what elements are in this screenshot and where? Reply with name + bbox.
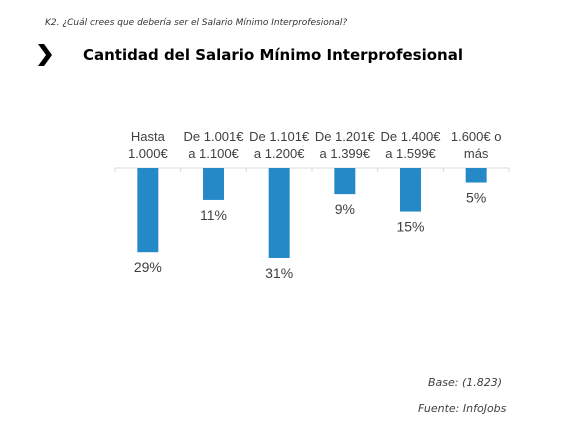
bar — [203, 168, 224, 200]
category-label: 1.600€ o más — [451, 129, 502, 161]
bar — [400, 168, 421, 212]
data-label: 31% — [265, 265, 293, 281]
data-label: 29% — [134, 259, 162, 275]
chevron-right-icon — [38, 44, 52, 66]
bar — [137, 168, 159, 253]
category-label: Hasta 1.000€ — [128, 129, 169, 161]
data-label: 15% — [396, 219, 424, 235]
question-text: K2. ¿Cuál crees que debería ser el Salar… — [45, 18, 348, 28]
category-label: De 1.001€ a 1.100€ — [184, 129, 245, 161]
bar — [268, 168, 290, 258]
category-label: De 1.400€ a 1.599€ — [381, 129, 442, 161]
bar — [334, 168, 356, 195]
chart-title: Cantidad del Salario Mínimo Interprofesi… — [83, 46, 463, 64]
category-label: De 1.201€ a 1.399€ — [315, 129, 376, 161]
category-label: De 1.101€ a 1.200€ — [249, 129, 310, 161]
base-note: Base: (1.823) — [428, 376, 503, 389]
data-label: 5% — [466, 190, 486, 206]
bar — [465, 168, 487, 183]
source-note: Fuente: InfoJobs — [418, 402, 507, 415]
data-label: 11% — [200, 207, 227, 223]
data-label: 9% — [335, 201, 355, 217]
